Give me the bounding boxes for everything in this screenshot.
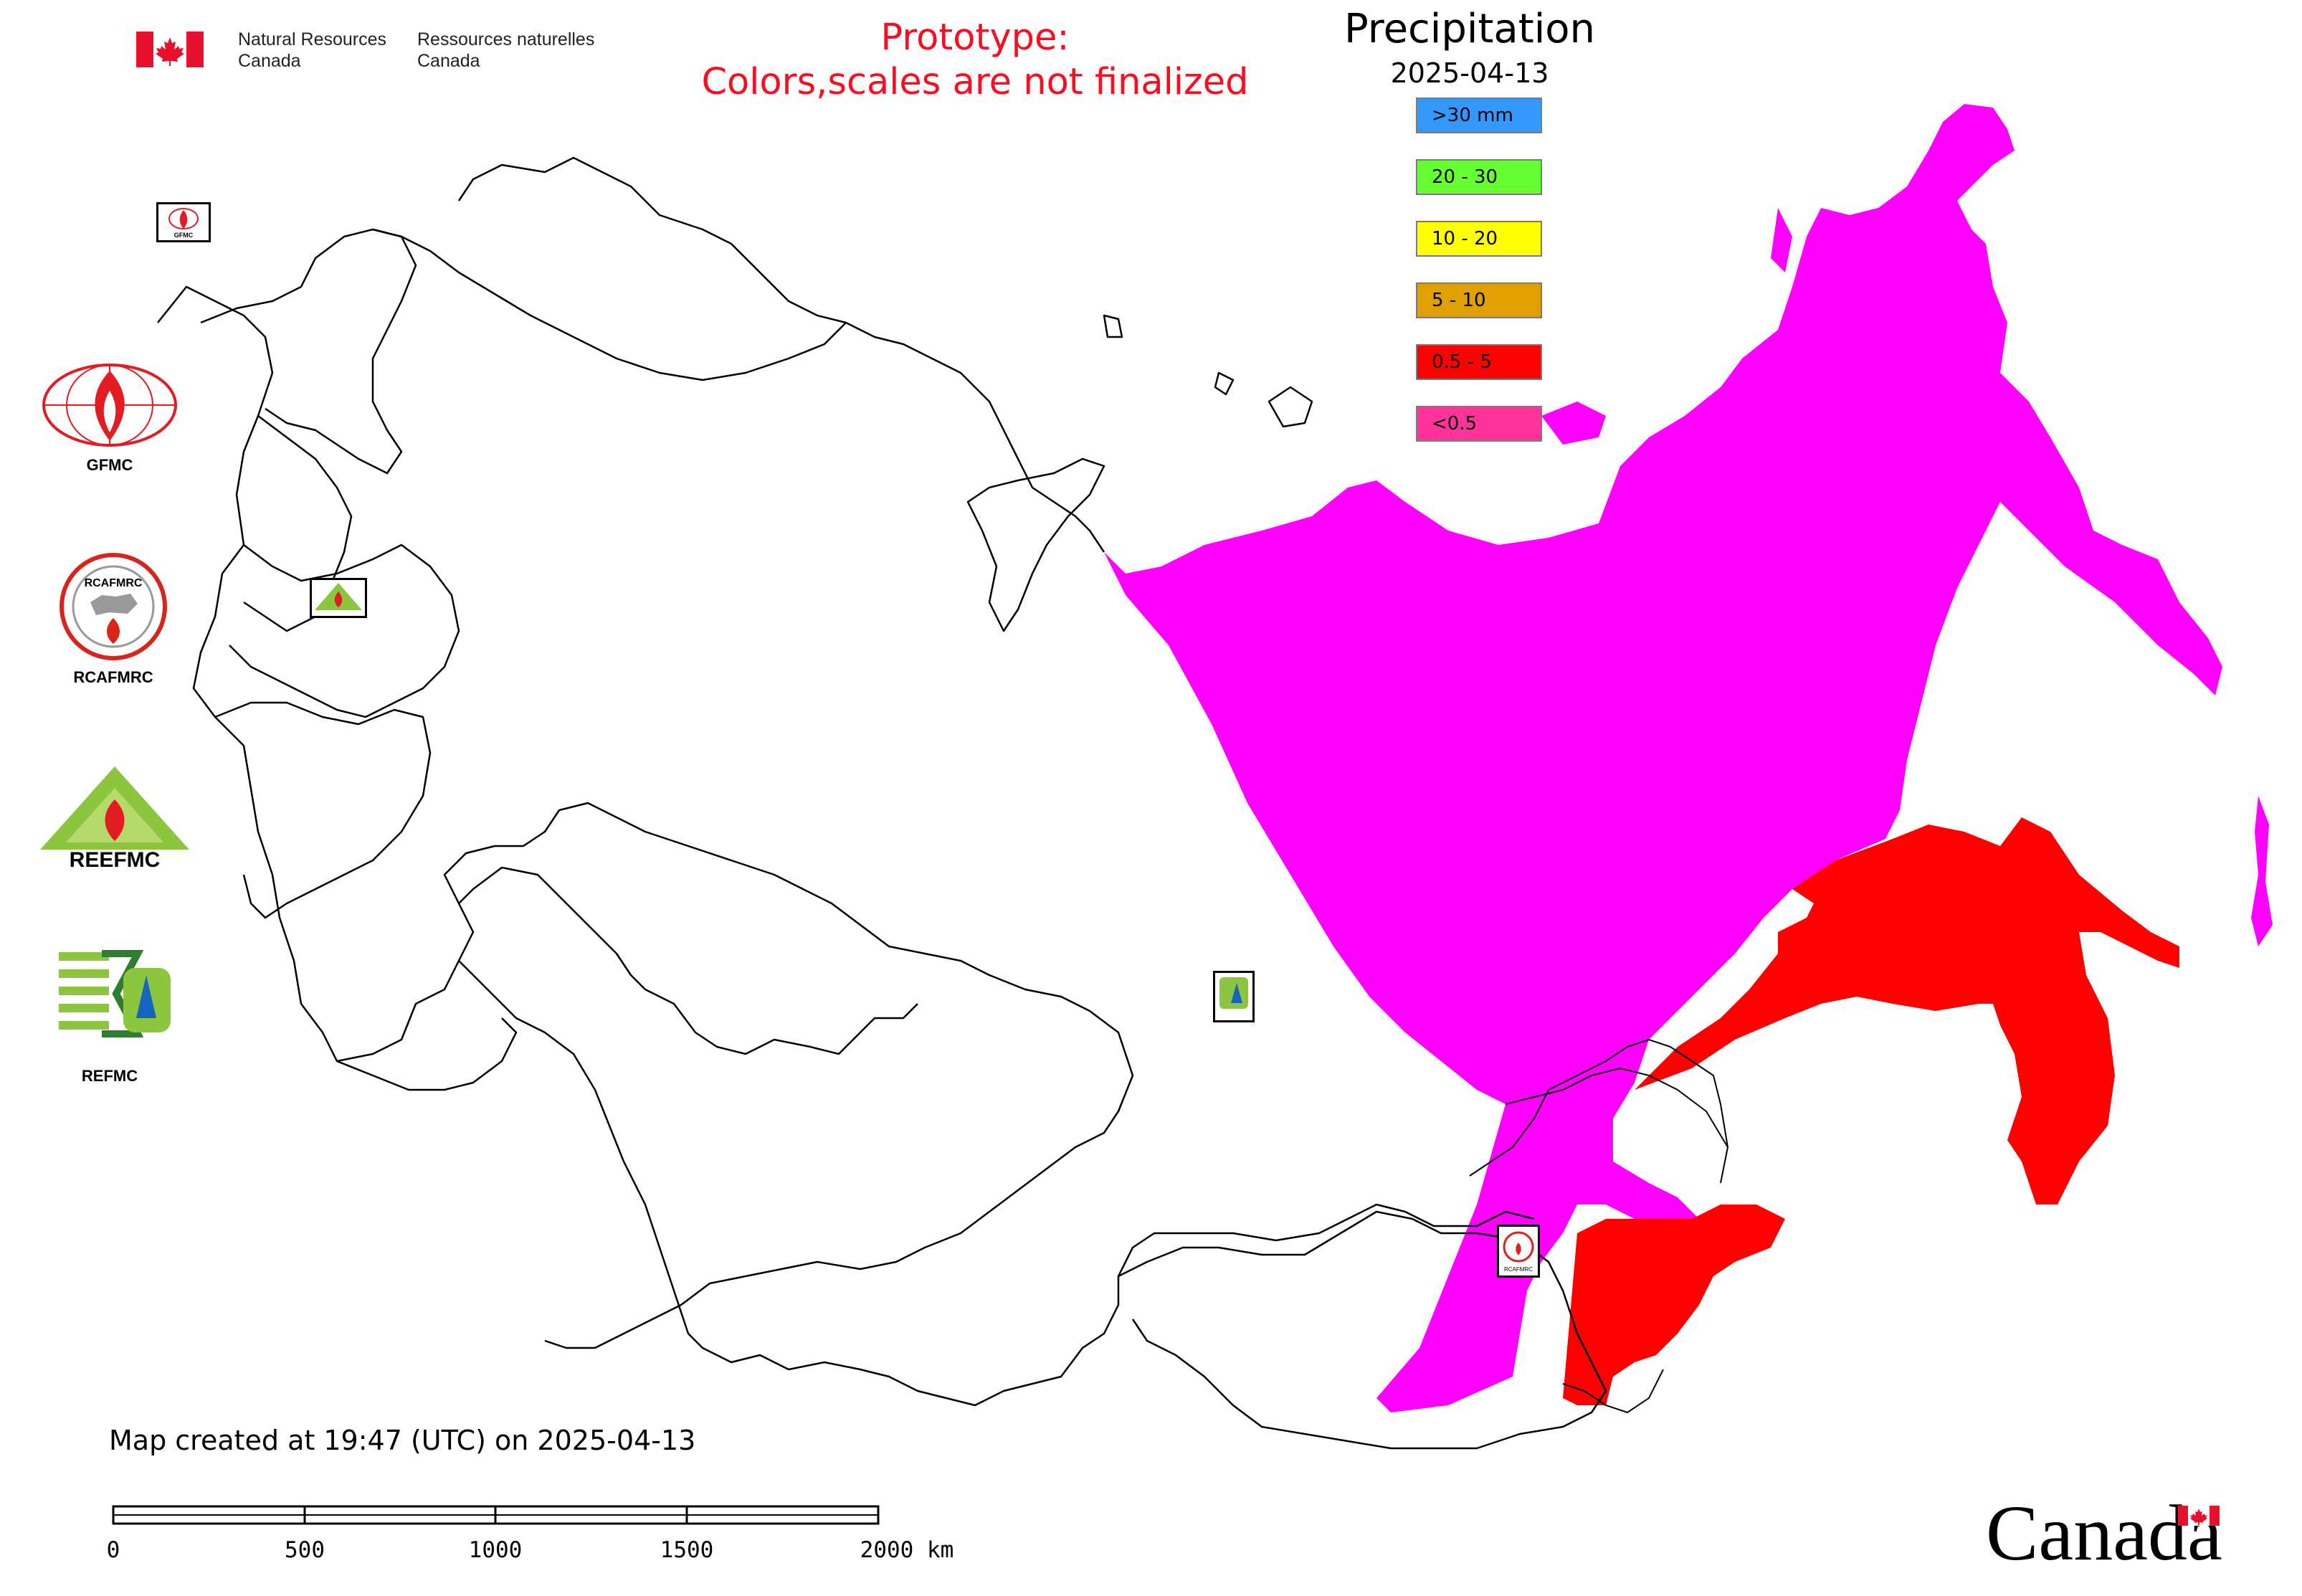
boundary-islands [1103, 314, 1313, 428]
legend-item: 10 - 20 [1416, 221, 1542, 257]
reefmc-marker-icon [315, 583, 362, 610]
region-red-precip-ne [1635, 817, 2179, 1205]
gfmc-label: GFMC [86, 456, 133, 474]
boundary-central-asia [458, 960, 1535, 1407]
island-magenta [1771, 208, 1792, 272]
boundary-europe [157, 285, 918, 1063]
scale-tick-label: 1000 [468, 1537, 523, 1563]
department-name-en: Natural Resources Canada [238, 29, 387, 71]
gfmc-logo-icon [42, 364, 177, 447]
refmc-label: REFMC [81, 1067, 138, 1085]
scale-bar [112, 1505, 880, 1525]
boundary-belarus [229, 543, 460, 718]
rcafmrc-marker-label: RCAFMRC [1504, 1266, 1533, 1273]
legend-title: Precipitation [1343, 6, 1596, 52]
rcafmrc-label: RCAFMRC [73, 668, 153, 686]
legend-item: 0.5 - 5 [1416, 344, 1542, 380]
legend-item: 20 - 30 [1416, 159, 1542, 195]
boundary-caucasus [336, 1017, 518, 1091]
legend-item: <0.5 [1416, 406, 1542, 442]
boundary-novaya-zemlya [966, 457, 1105, 632]
scale-tick-label: 2000 km [860, 1537, 954, 1563]
canada-wordmark: Canada [1986, 1489, 2222, 1577]
legend-item: >30 mm [1416, 98, 1542, 133]
boundary-arctic-coast [845, 321, 1105, 553]
boundary-east-coast [1469, 1038, 1728, 1177]
legend-item: 5 - 10 [1416, 282, 1542, 318]
rcafmrc-logo-icon: RCAFMRC [60, 553, 167, 660]
boundary-baltic [243, 415, 353, 632]
legend-date: 2025-04-13 [1390, 57, 1549, 89]
government-signature: Natural Resources Canada Ressources natu… [136, 29, 602, 79]
scale-tick-label: 1500 [660, 1537, 714, 1563]
rcafmrc-marker: RCAFMRC [1497, 1225, 1540, 1278]
boundary-china-border [1505, 1067, 1729, 1184]
svg-text:RCAFMRC: RCAFMRC [85, 577, 143, 589]
reefmc-marker [310, 578, 367, 618]
gfmc-marker-icon: GFMC [168, 208, 199, 239]
map-created-timestamp: Map created at 19:47 (UTC) on 2025-04-13 [109, 1425, 696, 1456]
canada-flag-icon [136, 32, 204, 67]
prototype-line-2: Colors,scales are not finalized [701, 61, 1249, 103]
boundary-ukraine [214, 701, 432, 919]
svg-text:REEFMC: REEFMC [70, 848, 161, 871]
boundary-mongolia [1118, 1210, 1607, 1450]
boundary-far-east [1562, 1369, 1664, 1414]
prototype-line-1: Prototype: [880, 16, 1070, 59]
reefmc-logo-icon: REEFMC [40, 766, 189, 871]
scale-tick-label: 0 [106, 1537, 120, 1563]
canada-flag-icon [2178, 1506, 2220, 1526]
boundary-kazakhstan [443, 802, 1134, 1349]
refmc-marker [1213, 971, 1255, 1022]
rcafmrc-marker-icon: RCAFMRC [1503, 1231, 1534, 1273]
island-magenta [1541, 402, 1606, 445]
boundary-finland [200, 228, 417, 475]
prototype-warning: Prototype: Colors,scales are not finaliz… [617, 16, 1333, 105]
region-red-precip-se [1563, 1205, 1785, 1405]
boundary-scandinavia [372, 156, 847, 381]
gfmc-marker-label: GFMC [174, 232, 194, 239]
island-magenta [2251, 796, 2273, 946]
scale-tick-label: 500 [285, 1537, 325, 1563]
refmc-marker-icon [1219, 977, 1248, 1009]
refmc-logo-icon [59, 946, 172, 1041]
gfmc-marker: GFMC [156, 202, 211, 242]
department-name-fr: Ressources naturelles Canada [417, 29, 595, 71]
region-magenta-precip [1104, 104, 2222, 1412]
